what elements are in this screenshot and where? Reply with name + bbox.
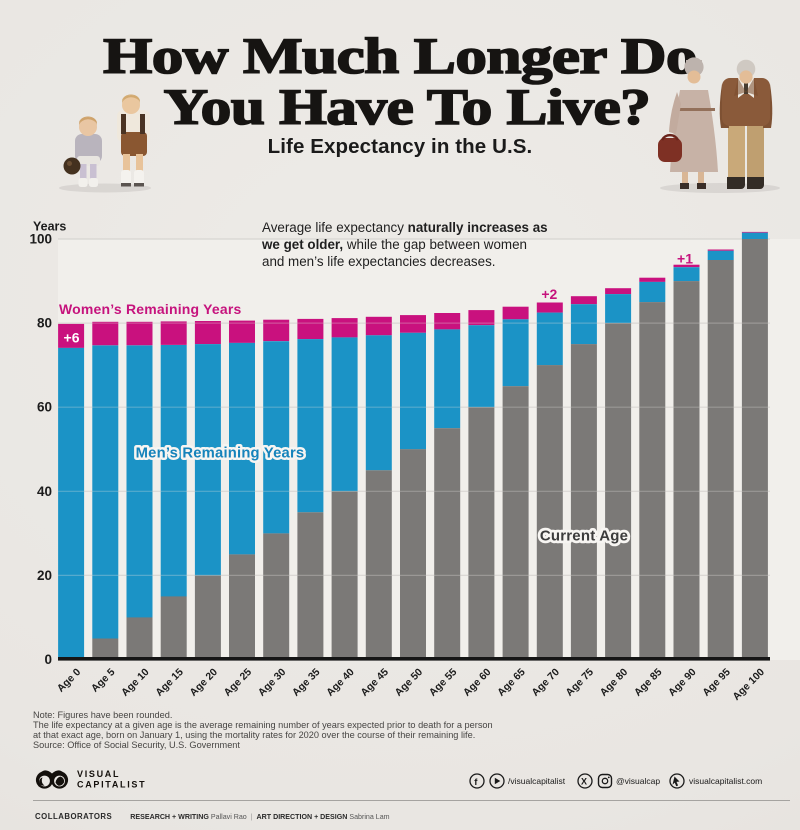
svg-text:Age 50: Age 50 [393,667,425,699]
svg-text:Age 65: Age 65 [496,667,528,699]
svg-text:Age 25: Age 25 [222,667,254,699]
svg-text:visualcapitalist.com: visualcapitalist.com [689,776,762,786]
svg-text:Age 35: Age 35 [291,667,323,699]
svg-text:+6: +6 [64,329,80,345]
svg-text:Current Age: Current Age [540,528,628,545]
svg-text:20: 20 [37,568,52,583]
svg-text:Age 90: Age 90 [667,667,699,699]
svg-text:+1: +1 [677,251,693,267]
svg-text:Men’s Remaining Years: Men’s Remaining Years [136,446,305,462]
svg-text:@visualcap: @visualcap [616,776,660,786]
svg-text:40: 40 [37,484,52,499]
svg-text:Age 45: Age 45 [359,667,391,699]
svg-text:Age 75: Age 75 [564,667,596,699]
svg-text:+2: +2 [541,286,557,302]
svg-text:Age 85: Age 85 [633,667,665,699]
svg-text:Age 20: Age 20 [188,667,220,699]
svg-text:Age 70: Age 70 [530,667,562,699]
svg-text:Age 60: Age 60 [462,667,494,699]
svg-text:Age 15: Age 15 [154,667,186,699]
svg-text:Age 80: Age 80 [598,667,630,699]
svg-text:Age 100: Age 100 [731,667,767,703]
svg-text:f: f [474,777,478,788]
svg-text:Age 30: Age 30 [256,667,288,699]
svg-text:60: 60 [37,400,52,415]
svg-text:Age 40: Age 40 [325,667,357,699]
svg-text:X: X [581,777,587,787]
svg-text:Age 10: Age 10 [120,667,152,699]
svg-text:/visualcapitalist: /visualcapitalist [508,776,566,786]
svg-text:CAPITALIST: CAPITALIST [77,780,146,790]
svg-text:Age 5: Age 5 [90,667,118,695]
svg-text:100: 100 [29,232,52,247]
svg-text:Age 95: Age 95 [701,667,733,699]
svg-text:Women’s Remaining Years: Women’s Remaining Years [59,301,242,317]
svg-text:Age 55: Age 55 [427,667,459,699]
svg-text:Years: Years [33,220,66,234]
svg-text:Age 0: Age 0 [55,667,83,695]
svg-text:0: 0 [44,652,52,667]
svg-text:VISUAL: VISUAL [77,769,120,779]
svg-text:80: 80 [37,316,52,331]
